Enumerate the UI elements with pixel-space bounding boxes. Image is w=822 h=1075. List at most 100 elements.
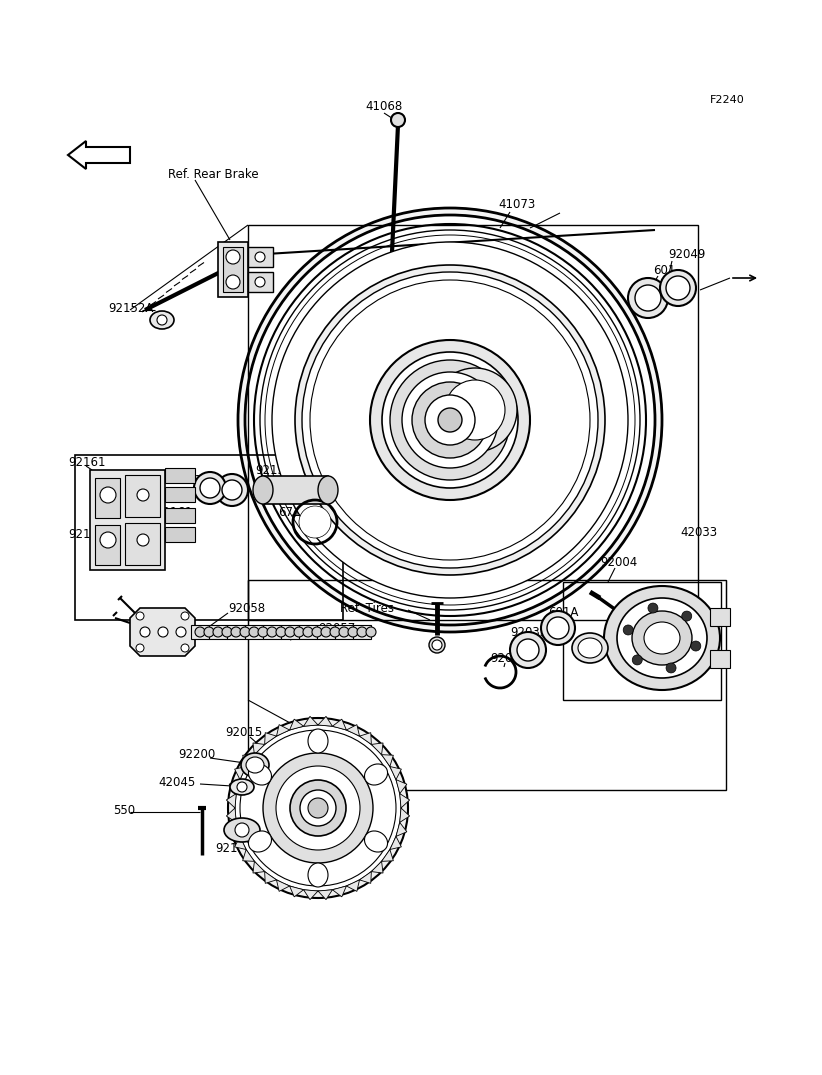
Ellipse shape: [433, 368, 517, 452]
Circle shape: [136, 612, 144, 620]
Polygon shape: [396, 822, 407, 836]
Circle shape: [432, 640, 442, 650]
Ellipse shape: [660, 270, 696, 306]
Text: 92152: 92152: [255, 463, 293, 476]
Bar: [563, 582, 721, 700]
Polygon shape: [289, 719, 303, 730]
Ellipse shape: [230, 779, 254, 796]
Circle shape: [321, 627, 331, 637]
Polygon shape: [332, 886, 346, 897]
Circle shape: [181, 644, 189, 653]
Ellipse shape: [216, 474, 248, 506]
Polygon shape: [303, 716, 318, 727]
Circle shape: [100, 487, 116, 503]
Text: 92052: 92052: [490, 651, 527, 664]
Circle shape: [299, 506, 331, 538]
Ellipse shape: [425, 395, 475, 445]
Bar: [209, 625, 227, 639]
Circle shape: [204, 627, 214, 637]
Ellipse shape: [445, 379, 505, 440]
Ellipse shape: [632, 611, 692, 665]
Polygon shape: [276, 879, 289, 891]
Bar: [281, 625, 299, 639]
Polygon shape: [359, 733, 372, 744]
Polygon shape: [289, 886, 303, 897]
Circle shape: [176, 627, 186, 637]
Text: 92015: 92015: [225, 726, 262, 739]
Ellipse shape: [644, 622, 680, 654]
Bar: [90, 470, 165, 570]
Polygon shape: [332, 719, 346, 730]
Ellipse shape: [238, 207, 662, 632]
Circle shape: [290, 780, 346, 836]
Polygon shape: [390, 766, 401, 779]
Circle shape: [623, 625, 633, 635]
Polygon shape: [276, 725, 289, 736]
Polygon shape: [229, 822, 240, 836]
Ellipse shape: [541, 611, 575, 645]
Polygon shape: [265, 872, 276, 884]
Circle shape: [690, 641, 701, 651]
Circle shape: [222, 627, 232, 637]
Circle shape: [666, 663, 676, 673]
Bar: [165, 508, 195, 524]
Circle shape: [235, 725, 401, 891]
Ellipse shape: [308, 863, 328, 887]
Polygon shape: [390, 836, 401, 849]
Bar: [710, 650, 730, 668]
Text: 42033: 42033: [680, 527, 717, 540]
Bar: [317, 625, 335, 639]
Ellipse shape: [635, 285, 661, 311]
Text: 92161: 92161: [68, 529, 105, 542]
Circle shape: [632, 655, 642, 665]
Circle shape: [303, 627, 313, 637]
Bar: [263, 625, 281, 639]
Circle shape: [226, 275, 240, 289]
Bar: [125, 475, 160, 517]
Ellipse shape: [364, 764, 387, 785]
Text: 92161: 92161: [155, 490, 192, 503]
Ellipse shape: [253, 476, 273, 504]
Circle shape: [226, 250, 240, 264]
Bar: [223, 247, 243, 292]
Bar: [710, 608, 730, 626]
Text: Ref. Tires: Ref. Tires: [340, 602, 394, 615]
Text: 671: 671: [278, 505, 301, 518]
Text: 601: 601: [653, 263, 676, 276]
Circle shape: [235, 823, 249, 837]
Ellipse shape: [364, 831, 387, 852]
Bar: [227, 625, 245, 639]
Bar: [248, 247, 273, 267]
Text: 42045: 42045: [158, 775, 196, 788]
Text: 92004: 92004: [600, 556, 637, 569]
Ellipse shape: [517, 639, 539, 661]
Ellipse shape: [222, 481, 242, 500]
Circle shape: [308, 798, 328, 818]
Circle shape: [276, 766, 360, 850]
Polygon shape: [234, 766, 246, 779]
Bar: [95, 478, 120, 518]
Ellipse shape: [390, 360, 510, 481]
Circle shape: [140, 627, 150, 637]
Bar: [335, 625, 353, 639]
Text: 92152A: 92152A: [108, 301, 154, 315]
Circle shape: [158, 627, 168, 637]
Polygon shape: [234, 836, 246, 849]
Polygon shape: [346, 725, 359, 736]
Circle shape: [648, 603, 658, 613]
Polygon shape: [242, 849, 255, 861]
Circle shape: [255, 277, 265, 287]
Polygon shape: [372, 861, 383, 873]
Circle shape: [213, 627, 223, 637]
Circle shape: [181, 612, 189, 620]
Circle shape: [263, 752, 373, 863]
Bar: [263, 476, 328, 504]
Ellipse shape: [370, 340, 530, 500]
Text: 601A: 601A: [548, 605, 579, 618]
Bar: [218, 242, 248, 297]
Polygon shape: [346, 879, 359, 891]
Polygon shape: [399, 808, 409, 822]
Ellipse shape: [318, 476, 338, 504]
Ellipse shape: [224, 818, 260, 842]
Circle shape: [429, 637, 445, 653]
